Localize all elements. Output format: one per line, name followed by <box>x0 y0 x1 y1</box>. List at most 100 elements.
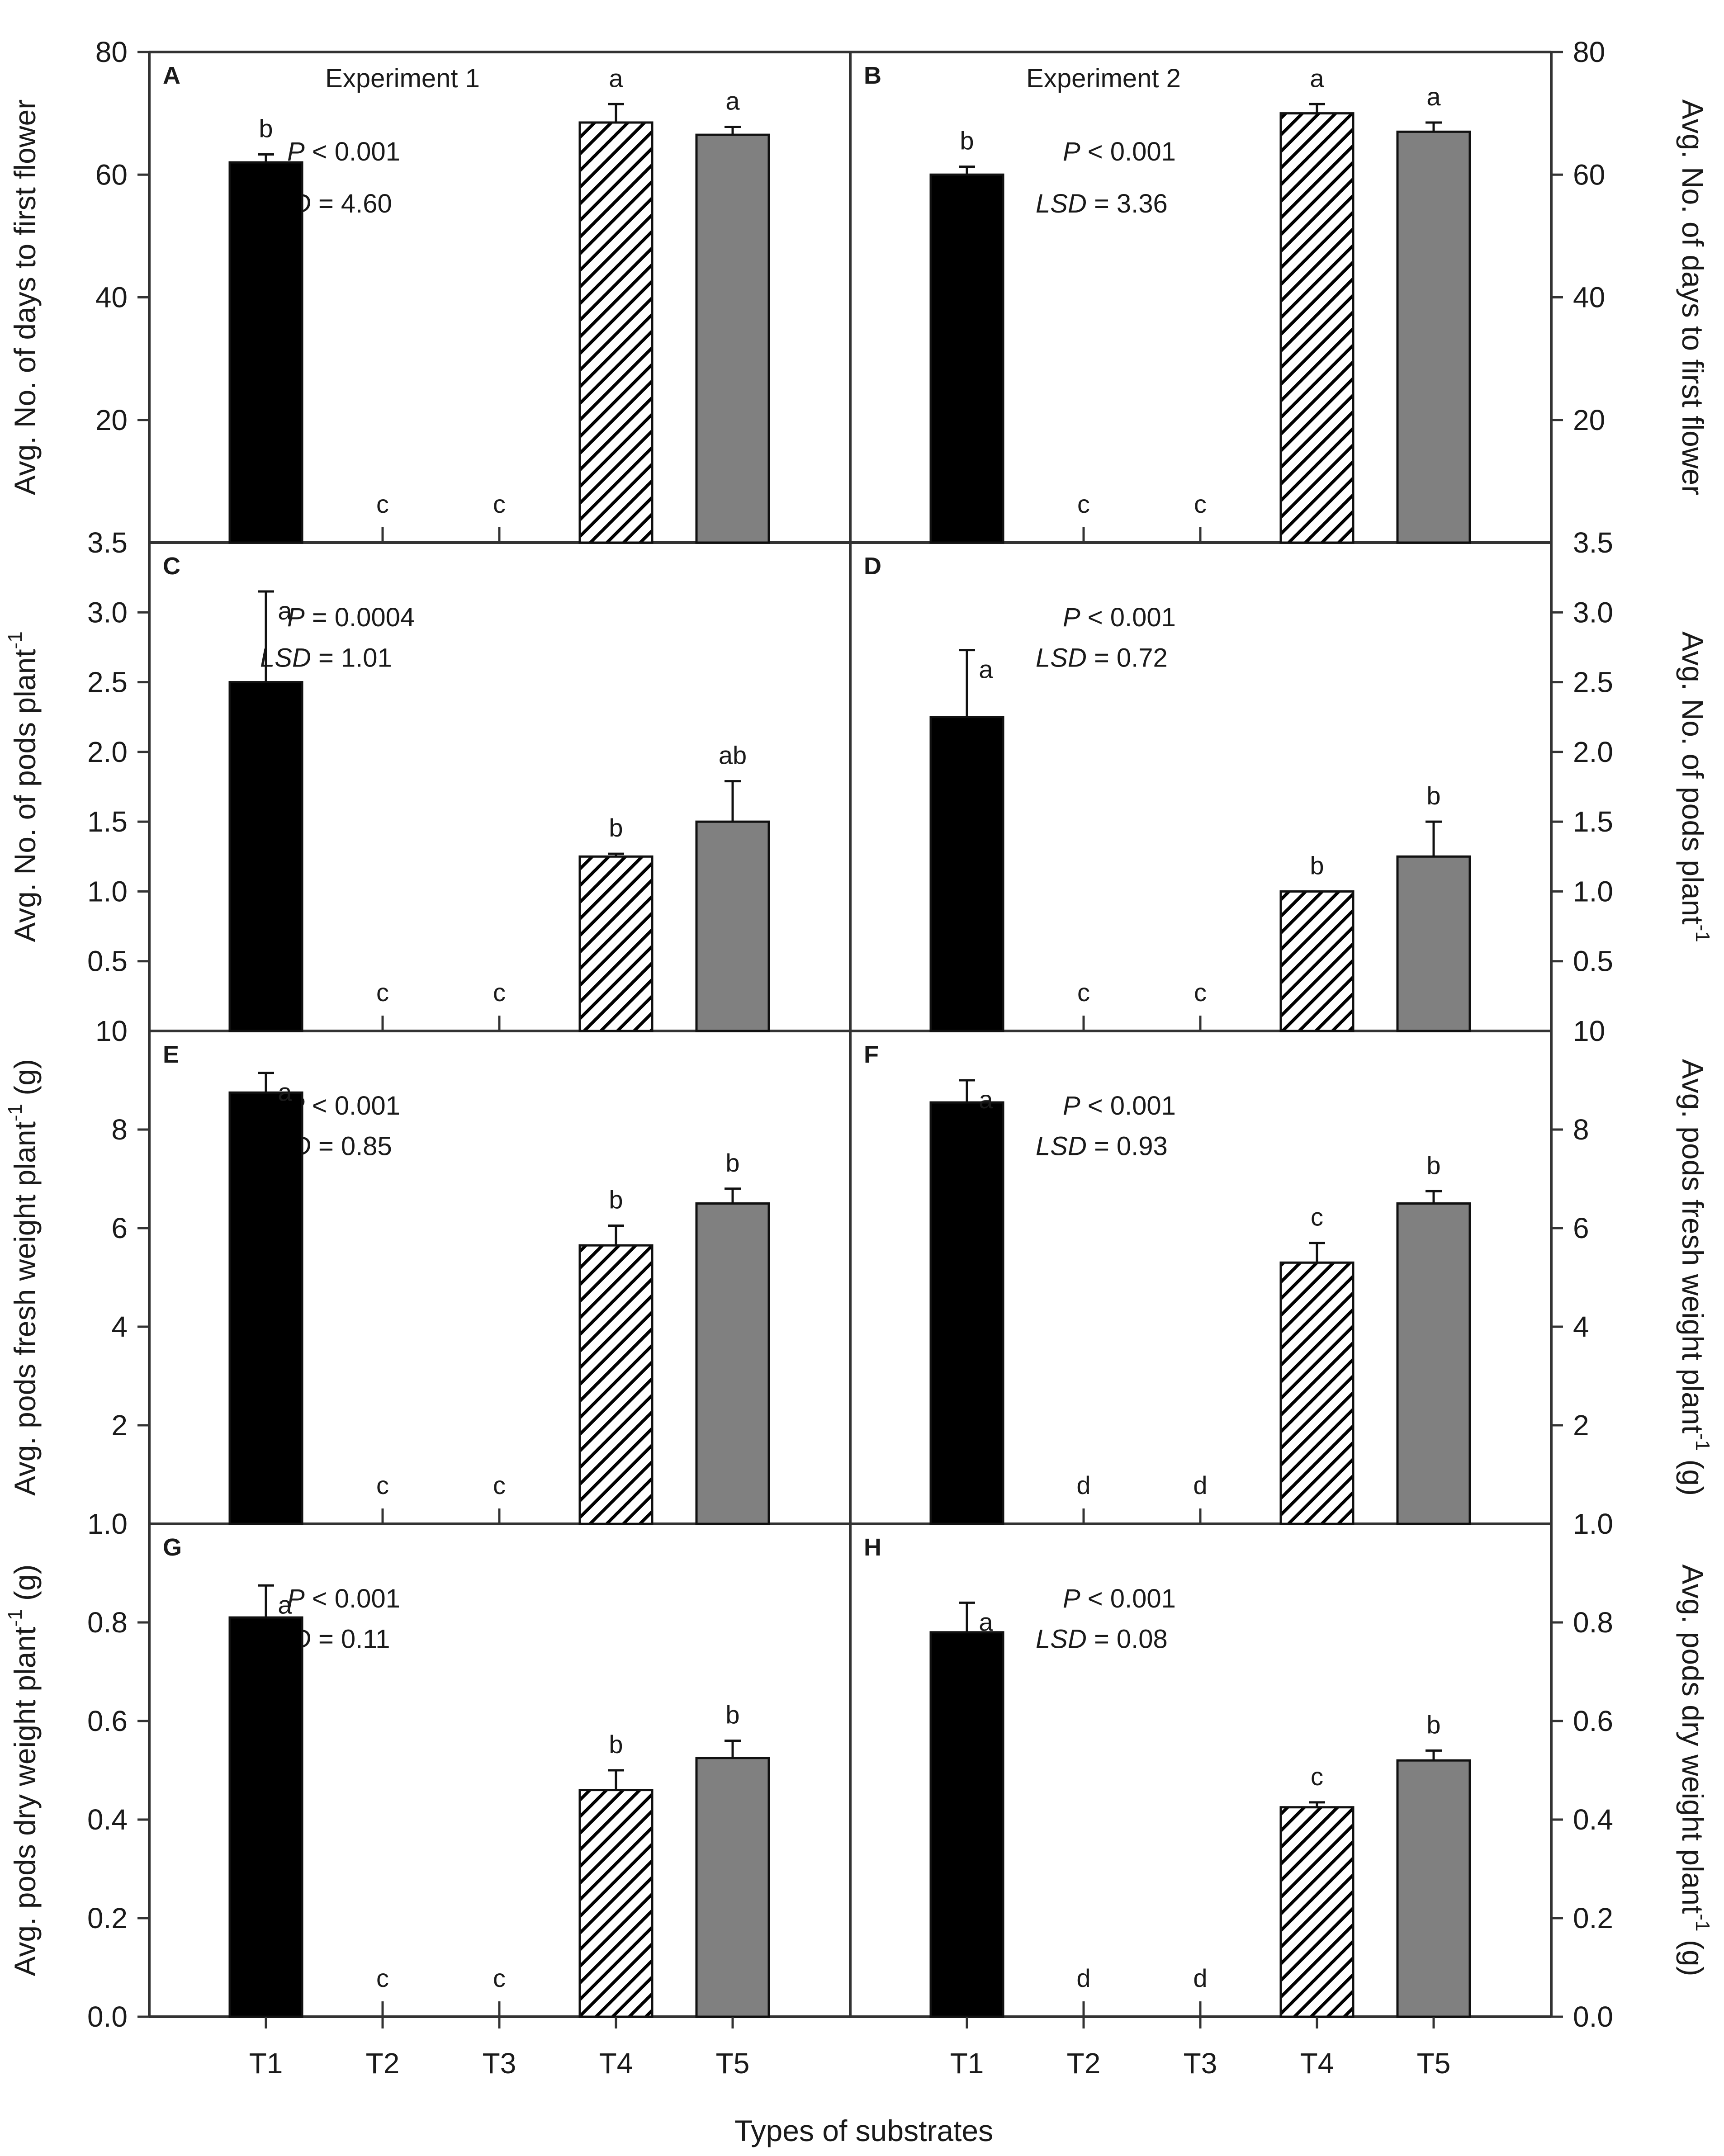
y-axis-title-unit: (g) <box>1676 1932 1710 1976</box>
y-axis-title-superscript: -1 <box>4 1104 26 1121</box>
y-axis-title: Avg. pods fresh weight plant-1 (g) <box>4 1059 42 1496</box>
y-axis-title-superscript: -1 <box>1691 925 1714 942</box>
significance-letter: b <box>1426 1151 1440 1179</box>
panel-letter: A <box>163 62 180 89</box>
y-tick-label: 0.8 <box>1573 1606 1613 1639</box>
y-tick-label: 8 <box>1573 1113 1589 1146</box>
significance-letter: b <box>1426 781 1440 810</box>
y-tick-label: 0.8 <box>87 1606 128 1639</box>
y-tick-label: 10 <box>1573 1015 1605 1047</box>
bar-t4 <box>578 1789 654 2018</box>
y-tick-label: 8 <box>111 1113 128 1146</box>
y-tick-label: 40 <box>1573 281 1605 314</box>
y-tick-label: 2.5 <box>87 666 128 699</box>
panel-letter: E <box>163 1041 179 1068</box>
panel-d: 0.5 1.0 1.5 2.0 2.5 3.0 10 D P < 0.001 LSD = 0.72… <box>850 553 1714 1047</box>
x-tick-label-t4: T4 <box>599 2047 633 2080</box>
significance-letter: c <box>1311 1762 1323 1791</box>
significance-letter: b <box>725 1701 739 1729</box>
bar-t5 <box>695 1757 770 2018</box>
bar-t1 <box>929 173 1004 544</box>
p-symbol: P <box>287 603 305 632</box>
lsd-value: = 3.36 <box>1087 189 1168 218</box>
y-tick-label: 1.0 <box>87 875 128 908</box>
panel-b: 20 40 60 80 3.5 B Experiment 2 P < 0.001 LSD = 3… <box>850 36 1710 559</box>
x-tick-label-t5: T5 <box>716 2047 750 2080</box>
lsd-value-text: LSD = 3.36 <box>1036 189 1168 218</box>
y-tick-label: 2.5 <box>1573 666 1613 699</box>
y-tick-label: 10 <box>95 1015 128 1047</box>
significance-letter: c <box>376 1964 389 1992</box>
x-tick-label-t5: T5 <box>1417 2047 1451 2080</box>
y-axis-title-text: Avg. No. of days to first flower <box>8 99 42 495</box>
p-value: < 0.001 <box>1080 603 1176 632</box>
p-symbol: P <box>1063 1584 1080 1613</box>
x-tick-label-t3: T3 <box>1184 2047 1217 2080</box>
p-value: < 0.001 <box>305 1584 400 1613</box>
lsd-value: = 0.85 <box>311 1132 392 1161</box>
p-value: < 0.001 <box>305 137 400 166</box>
bar-t1 <box>228 1616 303 2018</box>
p-value-text: P < 0.001 <box>287 137 400 166</box>
panel-c: 0.5 1.0 1.5 2.0 2.5 3.0 10 C P = 0.0004 LSD = 1.0… <box>4 553 850 1047</box>
lsd-value: = 0.93 <box>1087 1132 1168 1161</box>
p-symbol: P <box>1063 1091 1080 1121</box>
bar-t5 <box>1396 855 1471 1032</box>
y-axis-title-superscript: -1 <box>4 1609 26 1626</box>
significance-letter: c <box>1077 978 1090 1007</box>
x-tick-label-t1: T1 <box>249 2047 283 2080</box>
x-axis-title: Types of substrates <box>734 2114 993 2147</box>
lsd-symbol: LSD <box>1036 1625 1087 1654</box>
y-axis-title: Avg. pods fresh weight plant-1 (g) <box>1676 1059 1714 1496</box>
y-axis-title: Avg. No. of pods plant-1 <box>4 631 42 942</box>
bar-t1 <box>929 716 1004 1032</box>
lsd-value: = 0.08 <box>1087 1625 1168 1654</box>
y-axis-title: Avg. pods dry weight plant-1 (g) <box>1676 1564 1714 1976</box>
bar-t1 <box>929 1101 1004 1525</box>
y-tick-label: 1.0 <box>87 1508 128 1540</box>
y-axis-title-text: Avg. pods fresh weight plant <box>8 1121 42 1496</box>
panel-letter: B <box>864 62 881 89</box>
lsd-value: = 0.72 <box>1087 643 1168 673</box>
y-tick-label: 80 <box>1573 36 1605 68</box>
significance-letter: b <box>609 813 623 842</box>
p-value-text: P < 0.001 <box>287 1091 400 1121</box>
significance-letter: b <box>609 1186 623 1214</box>
panel-letter: F <box>864 1041 879 1068</box>
bar-t5 <box>1396 1202 1471 1525</box>
y-tick-label: 0.5 <box>1573 945 1613 978</box>
y-tick-label: 2.0 <box>1573 736 1613 768</box>
bar-t4 <box>1279 112 1355 544</box>
y-axis-title-text: Avg. pods fresh weight plant <box>1676 1059 1710 1433</box>
significance-letter: a <box>278 596 292 625</box>
significance-letter: d <box>1193 1964 1207 1992</box>
y-tick-label: 2 <box>111 1409 128 1442</box>
y-axis-title-text: Avg. pods dry weight plant <box>8 1627 42 1976</box>
panel-letter: C <box>163 553 180 580</box>
y-tick-label: 60 <box>95 158 128 191</box>
y-tick-label: 0.6 <box>87 1705 128 1737</box>
experiment-title: Experiment 2 <box>1026 64 1181 93</box>
significance-letter: b <box>960 127 974 155</box>
panel-f: 2 4 6 8 1.0 F P < 0.001 LSD = 0.93 a d d c b Avg. pod… <box>850 1041 1714 1540</box>
bar-t4 <box>578 1244 654 1525</box>
significance-letter: c <box>376 490 389 518</box>
bar-t4 <box>578 855 654 1032</box>
significance-letter: a <box>979 655 993 684</box>
p-value-text: P < 0.001 <box>287 1584 400 1613</box>
significance-letter: a <box>609 64 623 92</box>
bar-t4 <box>1279 890 1355 1032</box>
y-tick-label: 80 <box>95 36 128 68</box>
significance-letter: b <box>609 1730 623 1759</box>
x-tick-label-t2: T2 <box>366 2047 400 2080</box>
x-tick-label-t3: T3 <box>483 2047 516 2080</box>
y-tick-label: 0.6 <box>1573 1705 1613 1737</box>
bar-t4 <box>1279 1261 1355 1525</box>
y-axis-title-unit: (g) <box>8 1059 42 1104</box>
y-axis-title-text: Avg. No. of pods plant <box>1676 631 1710 924</box>
lsd-value-text: LSD = 0.93 <box>1036 1132 1168 1161</box>
p-value-text: P < 0.001 <box>1063 1584 1176 1613</box>
y-tick-label: 0.2 <box>87 1902 128 1934</box>
y-tick-label: 0.0 <box>87 2000 128 2033</box>
